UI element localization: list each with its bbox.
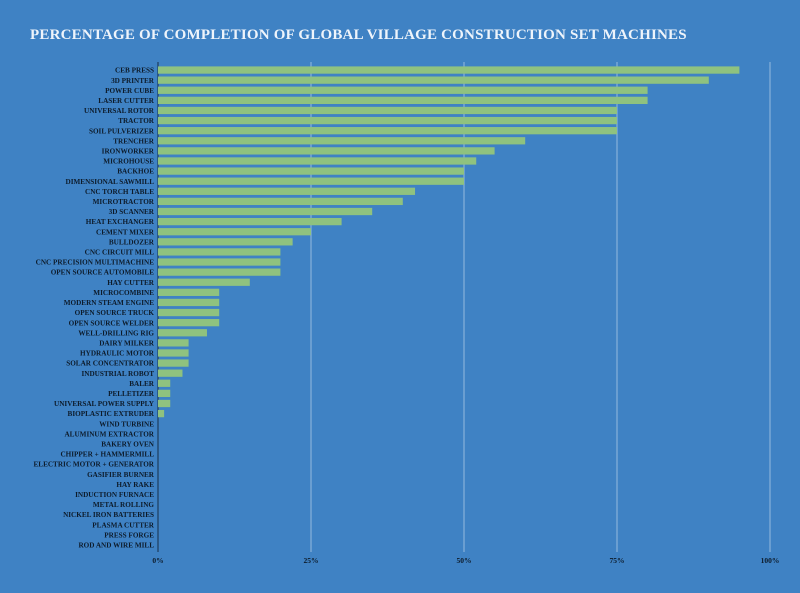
category-label: UNIVERSAL POWER SUPPLY — [54, 400, 155, 408]
category-label: HAY RAKE — [116, 481, 154, 489]
bar — [158, 157, 477, 165]
category-label: SOLAR CONCENTRATOR — [66, 360, 155, 368]
category-label: CNC TORCH TABLE — [85, 188, 154, 196]
category-label: OPEN SOURCE WELDER — [69, 319, 155, 327]
bar — [158, 116, 617, 125]
category-label: PELLETIZER — [108, 390, 155, 398]
category-label: TRENCHER — [113, 137, 155, 145]
bar — [158, 409, 165, 418]
category-label: OPEN SOURCE TRUCK — [75, 309, 155, 317]
bar — [158, 238, 293, 246]
bars — [158, 66, 740, 418]
bar — [158, 329, 207, 337]
category-label: SOIL PULVERIZER — [89, 127, 155, 135]
bar — [158, 319, 220, 327]
bar — [158, 248, 281, 256]
x-tick-label: 50% — [457, 556, 472, 565]
category-label: WELL-DRILLING RIG — [78, 329, 154, 337]
grid-lines — [157, 62, 771, 552]
x-tick-label: 0% — [152, 556, 163, 565]
category-label: POWER CUBE — [105, 87, 154, 95]
category-label: MICROTRACTOR — [93, 198, 155, 206]
category-label: ALUMINUM EXTRACTOR — [64, 430, 154, 438]
bar — [158, 288, 220, 296]
category-label: INDUCTION FURNACE — [75, 491, 154, 499]
bar — [158, 399, 171, 408]
category-label: BIOPLASTIC EXTRUDER — [68, 410, 155, 418]
category-label: CHIPPER + HAMMERMILL — [60, 451, 154, 459]
category-label: BULLDOZER — [109, 238, 155, 246]
category-label: ELECTRIC MOTOR + GENERATOR — [33, 461, 154, 469]
category-label: HAY CUTTER — [107, 279, 155, 287]
bar — [158, 278, 250, 286]
bar — [158, 359, 189, 367]
bar — [158, 298, 220, 307]
category-label: HYDRAULIC MOTOR — [80, 350, 155, 358]
category-label: IRONWORKER — [102, 147, 155, 155]
category-label: BAKERY OVEN — [101, 441, 155, 449]
bar — [158, 96, 648, 105]
category-label: DAIRY MILKER — [99, 339, 155, 347]
category-label: LASER CUTTER — [98, 97, 155, 105]
category-label: PRESS FORGE — [104, 531, 154, 539]
bar — [158, 308, 220, 317]
bar — [158, 187, 416, 195]
bar — [158, 207, 373, 216]
category-label: CEMENT MIXER — [96, 228, 155, 236]
category-label: MODERN STEAM ENGINE — [64, 299, 154, 307]
category-label: GASIFIER BURNER — [87, 471, 155, 479]
x-axis-tick-labels: 0% 25% 50% 75% 100% — [152, 556, 779, 565]
bar — [158, 66, 740, 74]
category-label: CNC PRECISION MULTIMACHINE — [36, 259, 155, 267]
bar — [158, 217, 342, 226]
bar — [158, 137, 526, 145]
category-label: PLASMA CUTTER — [92, 521, 155, 529]
bar — [158, 258, 281, 266]
category-label: TRACTOR — [118, 117, 155, 125]
x-tick-label: 75% — [610, 556, 625, 565]
category-label: 3D PRINTER — [111, 77, 155, 85]
bar — [158, 379, 171, 387]
category-label: INDUSTRIAL ROBOT — [82, 370, 155, 378]
x-tick-label: 100% — [761, 556, 780, 565]
bar — [158, 86, 648, 94]
category-label: CEB PRESS — [115, 67, 154, 75]
bar — [158, 268, 281, 276]
category-label: CNC CIRCUIT MILL — [85, 249, 155, 257]
category-label: OPEN SOURCE AUTOMOBILE — [51, 269, 155, 277]
category-label: HEAT EXCHANGER — [86, 218, 155, 226]
category-label: BACKHOE — [117, 168, 154, 176]
bar — [158, 76, 709, 84]
bar — [158, 147, 495, 155]
bar — [158, 369, 183, 377]
bar — [158, 339, 189, 347]
bar — [158, 228, 311, 236]
category-label: UNIVERSAL ROTOR — [84, 107, 155, 115]
category-label: MICROHOUSE — [103, 158, 154, 166]
category-label: BALER — [129, 380, 155, 388]
bar — [158, 106, 617, 115]
bar — [158, 389, 171, 398]
bar — [158, 197, 403, 206]
bar — [158, 177, 464, 185]
category-label: ROD AND WIRE MILL — [78, 542, 154, 550]
category-label: WIND TURBINE — [99, 420, 154, 428]
x-tick-label: 25% — [304, 556, 319, 565]
category-label: METAL ROLLING — [93, 501, 155, 509]
chart-title: PERCENTAGE OF COMPLETION OF GLOBAL VILLA… — [30, 27, 687, 43]
bar — [158, 349, 189, 357]
category-label: DIMENSIONAL SAWMILL — [66, 178, 155, 186]
category-label: NICKEL IRON BATTERIES — [63, 511, 154, 519]
bar — [158, 167, 464, 175]
category-label: MICROCOMBINE — [93, 289, 154, 297]
category-labels: CEB PRESS 3D PRINTER POWER CUBE LASER CUTTE… — [33, 67, 154, 550]
category-label: 3D SCANNER — [109, 208, 155, 216]
bar — [158, 127, 617, 135]
